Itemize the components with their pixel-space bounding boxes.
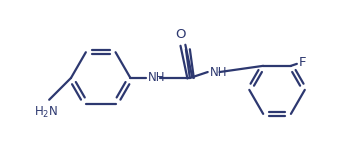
Text: $\mathsf{H_2N}$: $\mathsf{H_2N}$ [34,105,58,120]
Text: O: O [176,28,186,41]
Text: NH: NH [148,71,166,84]
Text: F: F [299,56,306,69]
Text: NH: NH [210,66,227,79]
